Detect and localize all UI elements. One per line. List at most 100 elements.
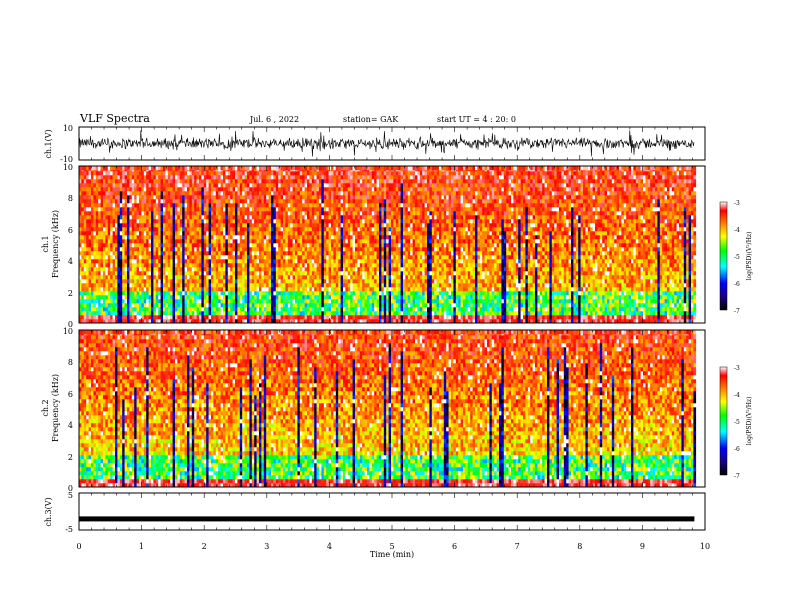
spectrogram-cell — [235, 299, 238, 304]
spectrogram-cell — [115, 303, 118, 308]
spectrogram-cell — [107, 299, 111, 304]
spectrogram-cell — [275, 251, 279, 256]
spectrogram-cell — [242, 179, 245, 184]
spectrogram-cell — [285, 311, 289, 316]
spectrogram-cell — [338, 199, 341, 204]
spectrogram-cell — [79, 243, 82, 248]
spectrogram-cell — [333, 223, 337, 228]
spectrogram-cell — [93, 171, 97, 176]
spectrogram-cell — [328, 315, 332, 320]
spectrogram-cell — [283, 251, 286, 256]
spectrogram-cell — [167, 215, 171, 220]
spectrogram-cell — [122, 171, 125, 176]
spectrogram-cell — [247, 207, 250, 212]
spectrogram-cell — [278, 279, 281, 284]
spectrogram-cell — [266, 223, 269, 228]
spectrogram-cell — [295, 251, 298, 256]
spectrogram-cell — [124, 199, 128, 204]
spectrogram-cell — [148, 235, 152, 240]
spectrogram-cell — [187, 207, 190, 212]
spectrogram-cell — [184, 303, 188, 308]
spectrogram-cell — [213, 271, 217, 276]
spectrogram-cell — [295, 211, 298, 216]
spectrogram-cell — [345, 203, 349, 208]
spectrogram-cell — [275, 283, 279, 288]
spectrogram-cell — [105, 223, 109, 228]
spectrogram-cell — [309, 215, 313, 220]
spectrogram-cell — [266, 307, 269, 312]
spectrogram-cell — [182, 271, 185, 276]
spectrogram-cell — [143, 166, 147, 171]
spectrogram-cell — [323, 279, 327, 284]
spectrogram-cell — [218, 267, 221, 272]
spectrogram-cell — [369, 291, 373, 296]
spectrogram-cell — [223, 179, 226, 184]
spectrogram-cell — [328, 211, 332, 216]
spectrogram-cell — [177, 271, 181, 276]
spectrogram-cell — [93, 291, 97, 296]
spectrogram-cell — [343, 231, 346, 236]
spectrogram-cell — [340, 219, 344, 224]
spectrogram-cell — [79, 215, 82, 220]
spectrogram-cell — [151, 315, 154, 320]
spectrogram-cell — [199, 179, 202, 184]
spectrogram-cell — [261, 259, 265, 264]
spectrogram-cell — [158, 275, 161, 280]
spectrogram-cell — [158, 263, 161, 268]
spectrogram-cell — [287, 299, 291, 304]
spectrogram-cell — [287, 203, 291, 208]
spectrogram-cell — [333, 259, 337, 264]
spectrogram-cell — [362, 275, 365, 280]
spectrogram-cell — [136, 319, 140, 324]
spectrogram-cell — [79, 263, 82, 268]
spectrogram-cell — [177, 299, 181, 304]
spectrogram-cell — [273, 287, 277, 292]
spectrogram-cell — [127, 179, 130, 184]
spectrogram-cell — [112, 235, 116, 240]
spectrogram-cell — [194, 219, 197, 224]
spectrogram-cell — [91, 299, 94, 304]
spectrogram-cell — [191, 219, 195, 224]
spectrogram-cell — [263, 315, 267, 320]
spectrogram-cell — [136, 227, 140, 232]
spectrogram-cell — [304, 259, 308, 264]
spectrogram-cell — [249, 235, 253, 240]
spectrogram-cell — [223, 311, 226, 316]
spectrogram-cell — [347, 315, 351, 320]
spectrogram-cell — [343, 311, 346, 316]
spectrogram-cell — [323, 219, 327, 224]
spectrogram-cell — [83, 263, 87, 268]
spectrogram-cell — [211, 175, 214, 180]
spectrogram-cell — [100, 315, 104, 320]
spectrogram-cell — [237, 171, 241, 176]
spectrogram-cell — [134, 223, 137, 228]
spectrogram-cell — [203, 179, 207, 184]
spectrogram-cell — [165, 231, 169, 236]
spectrogram-cell — [131, 263, 135, 268]
spectrogram-cell — [364, 267, 368, 272]
spectrogram-cell — [175, 166, 178, 171]
spectrogram-cell — [319, 259, 322, 264]
spectrogram-cell — [275, 275, 279, 280]
spectrogram-cell — [273, 219, 277, 224]
spectrogram-cell — [160, 239, 164, 244]
spectrogram-cell — [163, 183, 166, 188]
spectrogram-cell — [242, 175, 245, 180]
spectrogram-cell — [338, 171, 341, 176]
spectrogram-cell — [261, 183, 265, 188]
spectrogram-cell — [167, 243, 171, 248]
spectrogram-cell — [357, 271, 361, 276]
spectrogram-cell — [153, 287, 157, 292]
spectrogram-cell — [177, 311, 181, 316]
spectrogram-cell — [141, 199, 145, 204]
spectrogram-cell — [79, 271, 82, 276]
spectrogram-cell — [362, 243, 365, 248]
spectrogram-cell — [362, 267, 365, 272]
spectrogram-cell — [256, 215, 260, 220]
spectrogram-cell — [194, 223, 197, 228]
spectrogram-cell — [364, 175, 368, 180]
spectrogram-cell — [237, 243, 241, 248]
spectrogram-cell — [235, 215, 238, 220]
spectrogram-cell — [177, 235, 181, 240]
spectrogram-cell — [110, 175, 113, 180]
